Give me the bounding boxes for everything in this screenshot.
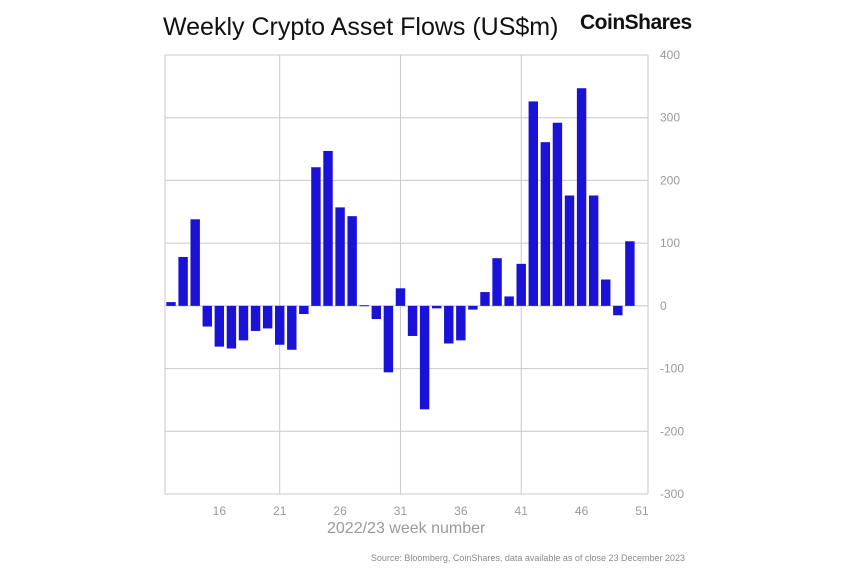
bar-week-47 [588,195,599,306]
bar-week-28 [359,305,369,307]
x-tick-label: 36 [454,504,468,518]
bar-week-36 [456,305,466,341]
bar-week-19 [250,305,261,331]
bar-week-20 [262,305,273,329]
y-tick-label: -300 [660,487,684,501]
y-tick-label: 200 [660,173,680,187]
bar-week-43 [540,142,551,306]
bar-week-40 [504,296,514,306]
grid-lines [165,54,648,495]
bar-week-25 [323,150,333,306]
bar-week-32 [407,305,418,336]
axes [164,55,649,494]
bar-week-26 [335,207,345,306]
bars [166,88,635,410]
x-tick-label: 41 [515,504,529,518]
bar-week-33 [419,305,430,410]
bar-week-45 [564,195,575,306]
x-tick-label: 16 [213,504,227,518]
chart-title: Weekly Crypto Asset Flows (US$m) [163,13,559,41]
bar-week-12 [166,302,176,306]
bar-week-30 [383,305,394,373]
bar-week-37 [468,305,478,310]
bar-week-49 [613,305,623,316]
y-tick-label: -200 [660,424,684,438]
tick-labels: 400 300 200 100 0 -100 -200 -300 16 21 26 31 36 41 46 5… [213,48,685,518]
bar-week-16 [214,305,225,347]
source-note: Source: Bloomberg, CoinShares, data avai… [370,553,685,563]
bar-week-29 [371,305,382,320]
bar-week-13 [178,256,188,306]
bar-week-27 [347,216,357,306]
coinshares-logo: CoinShares [580,11,692,34]
bar-week-23 [299,305,309,315]
y-tick-label: 300 [660,111,680,125]
bar-week-38 [480,292,490,306]
x-tick-label: 21 [273,504,287,518]
bar-week-35 [444,305,454,344]
bar-week-50 [625,241,635,306]
x-tick-label: 31 [394,504,408,518]
bar-week-24 [311,167,321,306]
bar-week-39 [492,258,502,306]
bar-week-22 [287,305,297,350]
bar-week-34 [431,305,442,309]
x-tick-label: 46 [575,504,589,518]
x-tick-label: 51 [635,504,649,518]
bar-week-21 [275,305,285,345]
bar-week-44 [552,122,563,306]
bar-week-42 [528,101,538,306]
x-axis-title: 2022/23 week number [327,520,486,537]
bar-week-41 [516,263,526,306]
bar-week-48 [601,279,611,306]
bar-week-14 [190,219,200,306]
y-tick-label: -100 [660,362,684,376]
bar-week-46 [576,88,587,306]
bar-week-17 [226,305,237,349]
bar-week-15 [202,305,212,327]
y-tick-label: 0 [660,299,667,313]
x-tick-label: 26 [333,504,347,518]
y-tick-label: 100 [660,236,680,250]
y-tick-label: 400 [660,48,680,62]
bar-week-18 [238,305,249,341]
bar-week-31 [395,288,406,306]
